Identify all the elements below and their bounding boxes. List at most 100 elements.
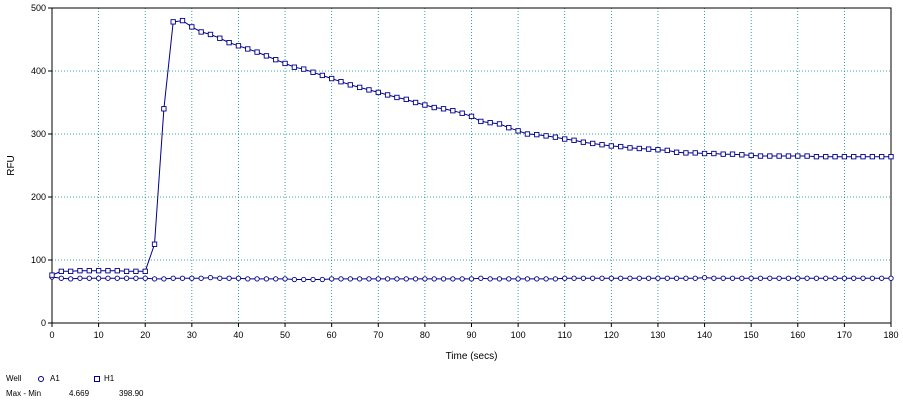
data-point: [851, 275, 857, 281]
data-point: [291, 64, 298, 70]
data-point: [823, 154, 829, 160]
data-point: [618, 275, 624, 281]
legend-series-h1: H1: [104, 374, 115, 383]
x-tick-label: 70: [373, 330, 383, 340]
legend-maxmin-label: Max - Min: [6, 389, 42, 398]
data-point: [198, 275, 204, 281]
data-point: [217, 275, 223, 281]
data-point: [841, 154, 848, 160]
data-point: [590, 140, 596, 147]
data-point: [319, 72, 325, 79]
data-point: [478, 118, 484, 125]
data-point: [170, 275, 176, 281]
data-point: [114, 268, 120, 274]
series-a1: [49, 274, 894, 283]
data-point: [245, 46, 251, 52]
data-point: [534, 276, 540, 282]
data-point: [161, 106, 167, 112]
data-point: [655, 275, 661, 281]
data-point: [832, 154, 838, 160]
data-point: [729, 275, 736, 281]
data-point: [67, 268, 74, 274]
data-point: [590, 275, 596, 281]
data-point: [524, 276, 531, 282]
data-point: [888, 275, 894, 281]
legend-maxmin-a1: 4.669: [69, 389, 90, 398]
data-point: [459, 276, 465, 282]
data-point: [375, 89, 381, 96]
data-point: [748, 275, 754, 281]
data-point: [701, 274, 708, 281]
data-point: [384, 92, 391, 98]
data-point: [813, 154, 820, 160]
data-point: [515, 276, 521, 282]
data-point: [394, 276, 400, 282]
data-point: [841, 275, 848, 281]
data-point: [282, 276, 288, 282]
x-tick-label: 30: [187, 330, 197, 340]
data-point: [310, 69, 316, 75]
data-point: [823, 275, 829, 281]
data-point: [673, 275, 680, 281]
x-tick-label: 10: [94, 330, 104, 340]
data-point: [580, 275, 587, 281]
data-point: [627, 145, 633, 151]
data-point: [77, 268, 83, 274]
x-axis-label: Time (secs): [446, 351, 498, 362]
data-point: [580, 139, 587, 145]
data-point: [431, 276, 437, 282]
x-tick-label: 20: [140, 330, 150, 340]
data-point: [123, 275, 130, 281]
data-point: [776, 153, 782, 159]
data-point: [636, 275, 642, 281]
data-point: [170, 19, 176, 25]
data-point: [571, 275, 577, 281]
data-point: [673, 149, 680, 155]
data-point: [496, 276, 503, 282]
data-point: [133, 275, 139, 281]
data-point: [701, 150, 708, 157]
data-point: [422, 276, 428, 282]
data-point: [123, 268, 130, 274]
data-point: [347, 276, 353, 282]
data-point: [301, 276, 307, 283]
data-point: [375, 276, 381, 282]
data-point: [851, 154, 857, 160]
data-point: [468, 113, 475, 120]
data-point: [627, 275, 633, 281]
x-tick-label: 160: [790, 330, 805, 340]
data-point: [757, 153, 764, 159]
data-point: [356, 276, 363, 282]
data-point: [142, 275, 148, 281]
x-tick-label: 180: [883, 330, 898, 340]
data-point: [506, 125, 512, 131]
data-point: [562, 275, 568, 281]
data-point: [543, 276, 549, 282]
data-point: [403, 96, 409, 103]
data-point: [785, 153, 792, 159]
data-point: [720, 275, 726, 281]
data-point: [879, 154, 885, 160]
data-point: [860, 275, 866, 281]
data-point: [282, 60, 288, 67]
data-point: [189, 275, 195, 281]
data-point: [226, 40, 232, 46]
data-point: [767, 153, 773, 159]
data-point: [329, 75, 335, 82]
data-point: [785, 275, 792, 281]
x-tick-label: 60: [327, 330, 337, 340]
data-point: [347, 82, 353, 88]
data-point: [207, 31, 214, 38]
data-point: [636, 145, 642, 152]
data-point: [655, 147, 661, 153]
data-point: [599, 142, 605, 148]
data-point: [58, 275, 64, 281]
data-point: [412, 276, 419, 282]
data-point: [142, 268, 148, 274]
data-point: [487, 120, 493, 126]
square-marker-icon: [94, 376, 100, 382]
data-point: [562, 136, 568, 142]
x-tick-label: 120: [604, 330, 619, 340]
data-point: [711, 150, 717, 157]
data-point: [301, 66, 307, 72]
